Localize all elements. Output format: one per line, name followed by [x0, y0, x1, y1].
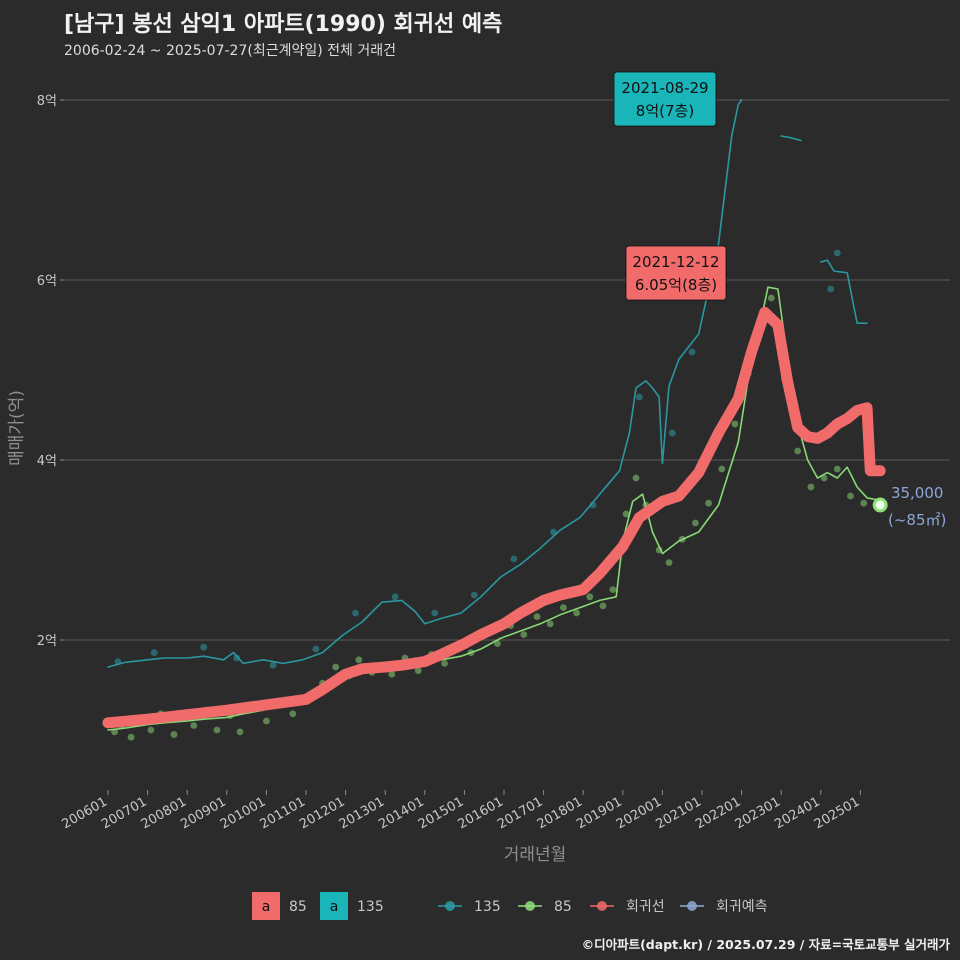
scatter-point-135	[312, 645, 320, 653]
legend-line-label: 회귀선	[626, 899, 665, 915]
scatter-85	[111, 294, 881, 741]
forecast-price: 35,000	[891, 484, 944, 502]
scatter-point-85	[520, 631, 528, 638]
scatter-point-85	[127, 733, 135, 741]
legend-fill-glyph: a	[330, 899, 339, 915]
legend-line-dot	[445, 901, 455, 911]
callout-value: 8억(7층)	[636, 102, 694, 120]
legend: a 85 a 135 135 85 회귀선 회귀예측	[252, 892, 768, 920]
callout-date: 2021-08-29	[621, 79, 708, 97]
callout-box	[625, 245, 727, 301]
x-tick-label: 202501	[812, 794, 862, 832]
scatter-point-85	[388, 670, 396, 678]
scatter-point-135	[431, 609, 439, 617]
scatter-point-135	[827, 285, 835, 293]
scatter-point-85	[820, 474, 828, 482]
scatter-point-135	[269, 661, 277, 669]
legend-line-label: 135	[474, 899, 501, 915]
x-axis-title: 거래년월	[504, 845, 567, 865]
scatter-point-85	[692, 519, 699, 527]
scatter-point-85	[494, 640, 501, 647]
legend-fill-label: 85	[289, 899, 307, 915]
scatter-point-135	[470, 591, 478, 599]
scatter-point-85	[573, 609, 580, 617]
series-line-135	[780, 135, 802, 142]
chart-subtitle: 2006-02-24 ~ 2025-07-27(최근계약일) 전체 거래건	[64, 43, 396, 59]
forecast-area: (~85㎡)	[888, 511, 946, 529]
regression-line	[102, 306, 886, 729]
y-tick-label: 8억	[37, 94, 57, 109]
scatter-135	[114, 249, 841, 669]
scatter-point-85	[332, 663, 340, 671]
legend-fill-swatch	[320, 892, 348, 920]
series-line-135	[820, 259, 868, 324]
scatter-point-85	[807, 483, 815, 491]
legend-line-label: 85	[554, 899, 572, 915]
scatter-point-135	[510, 555, 518, 563]
scatter-point-85	[289, 710, 297, 718]
y-tick-label: 2억	[37, 634, 57, 649]
scatter-point-85	[609, 586, 617, 593]
scatter-point-85	[263, 717, 270, 725]
y-tick-label: 4억	[37, 454, 57, 469]
legend-line-dot	[525, 901, 535, 911]
scatter-point-85	[441, 660, 448, 667]
scatter-point-85	[546, 620, 554, 628]
scatter-point-135	[150, 649, 158, 656]
scatter-point-85	[794, 447, 802, 455]
scatter-point-85	[731, 420, 739, 428]
legend-fill-swatch	[252, 892, 280, 920]
callout-value: 6.05억(8층)	[635, 276, 717, 294]
scatter-point-85	[665, 559, 673, 566]
scatter-point-135	[352, 609, 359, 617]
scatter-point-85	[213, 726, 221, 734]
scatter-point-85	[190, 722, 198, 729]
legend-line-label: 회귀예측	[716, 899, 768, 915]
scatter-point-85	[533, 613, 541, 620]
chart-title: [남구] 봉선 삼익1 아파트(1990) 회귀선 예측	[64, 12, 503, 37]
scatter-point-85	[705, 499, 712, 507]
scatter-point-85	[833, 465, 841, 473]
callouts: 2021-08-29 8억(7층) 2021-12-12 6.05억(8층)	[613, 71, 727, 301]
legend-fill-glyph: a	[262, 899, 271, 915]
scatter-point-85	[718, 465, 726, 473]
scatter-point-135	[668, 429, 676, 437]
y-axis-title: 매매가(억)	[7, 390, 27, 466]
scatter-point-85	[860, 499, 868, 507]
scatter-point-85	[586, 593, 594, 601]
scatter-point-85	[599, 602, 607, 610]
scatter-point-85	[147, 726, 155, 734]
scatter-point-85	[560, 604, 567, 611]
scatter-point-85	[236, 728, 244, 736]
scatter-point-85	[847, 492, 854, 500]
legend-fill-label: 135	[357, 899, 384, 915]
legend-line-dot	[687, 901, 697, 911]
scatter-point-135	[635, 393, 643, 401]
series-line-135	[107, 99, 743, 668]
scatter-point-85	[767, 294, 775, 302]
scatter-point-85	[414, 667, 422, 674]
legend-line-dot	[597, 901, 607, 911]
series-lines	[102, 99, 886, 731]
scatter-point-135	[233, 654, 241, 662]
forecast-point	[872, 497, 888, 513]
scatter-point-135	[200, 643, 208, 651]
scatter-point-85	[170, 731, 178, 738]
y-tick-label: 6억	[37, 274, 57, 289]
credit-text: ©디아파트(dapt.kr) / 2025.07.29 / 자료=국토교통부 실…	[581, 937, 950, 952]
scatter-point-135	[833, 249, 841, 257]
forecast-marker: 35,000 (~85㎡)	[872, 484, 946, 529]
scatter-point-135	[688, 348, 696, 356]
scatter-point-85	[355, 656, 363, 664]
scatter-point-85	[632, 474, 640, 482]
scatter-point-135	[391, 593, 399, 601]
series-line-85	[107, 286, 881, 731]
callout-box	[613, 71, 717, 127]
callout-date: 2021-12-12	[632, 253, 719, 271]
grid-lines	[64, 99, 950, 641]
axes: 2억4억6억8억20060120070120080120090120100120…	[7, 94, 862, 865]
scatter-point-85	[622, 510, 630, 518]
